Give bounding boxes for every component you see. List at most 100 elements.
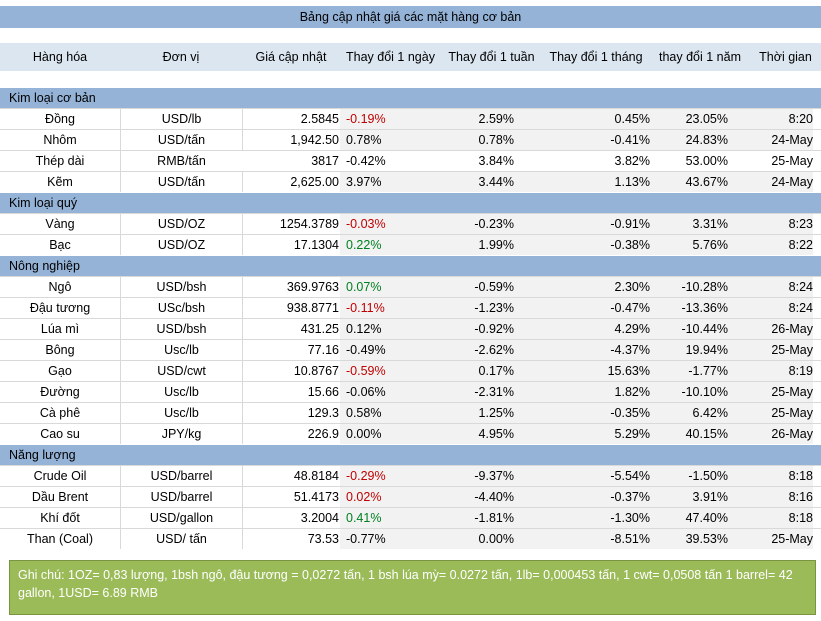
cell-change-year: -10.10% — [650, 382, 728, 402]
cell-change-day: 0.22% — [340, 235, 447, 255]
cell-change-day: -0.77% — [340, 529, 447, 549]
cell-time: 24-May — [728, 130, 813, 150]
cell-change-month: -5.54% — [514, 466, 650, 486]
cell-time: 8:23 — [728, 214, 813, 234]
cell-price: 15.66 — [307, 385, 339, 399]
table-row: Lúa mì USD/bsh 431.25 0.12% -0.92% 4.29% -10.4… — [0, 318, 821, 339]
table-row: Đường Usc/lb 15.66 -0.06% -2.31% 1.82% -10.10%… — [0, 381, 821, 402]
section-header: Năng lượng — [0, 444, 821, 465]
cell-time: 8:24 — [728, 277, 813, 297]
cell-commodity: Cao su — [40, 427, 80, 441]
cell-change-month: 15.63% — [514, 361, 650, 381]
cell-time: 25-May — [728, 529, 813, 549]
cell-price: 10.8767 — [293, 364, 339, 378]
cell-change-year: 47.40% — [650, 508, 728, 528]
cell-change-day: 0.00% — [340, 424, 447, 444]
cell-change-week: -4.40% — [441, 487, 514, 507]
cell-time: 26-May — [728, 424, 813, 444]
cell-commodity: Vàng — [45, 217, 75, 231]
cell-change-month: -0.41% — [514, 130, 650, 150]
cell-unit: USD/barrel — [120, 466, 243, 486]
cell-unit: JPY/kg — [120, 424, 243, 444]
cell-change-week: 1.25% — [441, 403, 514, 423]
cell-commodity: Nhôm — [43, 133, 77, 147]
cell-change-week: -0.23% — [441, 214, 514, 234]
column-header-row: Hàng hóa Đơn vị Giá cập nhật Thay đổi 1 … — [0, 43, 821, 71]
cell-change-week: -0.59% — [441, 277, 514, 297]
table-row: Ngô USD/bsh 369.9763 0.07% -0.59% 2.30% -10.28… — [0, 276, 821, 297]
cell-change-week: 2.59% — [441, 109, 514, 129]
table-row: Thép dài RMB/tấn 3817 -0.42% 3.84% 3.82% 53.00… — [0, 150, 821, 171]
footnote-box: Ghi chú: 1OZ= 0,83 lượng, 1bsh ngô, đậu … — [9, 560, 816, 615]
cell-price: 431.25 — [300, 322, 339, 336]
price-table: Kim loại cơ bản Đồng USD/lb 2.5845 -0.19% 2.5… — [0, 87, 821, 549]
cell-price: 2.5845 — [300, 112, 339, 126]
cell-change-year: 19.94% — [650, 340, 728, 360]
cell-unit: USD/tấn — [120, 130, 243, 150]
table-row: Cao su JPY/kg 226.9 0.00% 4.95% 5.29% 40.15% 26… — [0, 423, 821, 444]
cell-change-week: -9.37% — [441, 466, 514, 486]
cell-commodity: Bạc — [49, 238, 71, 252]
cell-change-year: 3.91% — [650, 487, 728, 507]
cell-change-year: -1.77% — [650, 361, 728, 381]
cell-commodity: Khí đốt — [40, 511, 80, 525]
cell-change-day: 0.58% — [340, 403, 447, 423]
cell-unit: USD/ tấn — [120, 529, 243, 549]
cell-commodity: Cà phê — [39, 406, 81, 420]
cell-change-week: -2.31% — [441, 382, 514, 402]
cell-change-week: 3.44% — [441, 172, 514, 192]
cell-unit: Usc/lb — [120, 382, 243, 402]
cell-change-year: -1.50% — [650, 466, 728, 486]
cell-change-year: -10.28% — [650, 277, 728, 297]
cell-price: 938.8771 — [286, 301, 339, 315]
table-row: Gạo USD/cwt 10.8767 -0.59% 0.17% 15.63% -1.77%… — [0, 360, 821, 381]
cell-time: 24-May — [728, 172, 813, 192]
cell-unit: USD/bsh — [120, 319, 243, 339]
cell-time: 8:22 — [728, 235, 813, 255]
table-row: Đồng USD/lb 2.5845 -0.19% 2.59% 0.45% 23.05% 8:… — [0, 108, 821, 129]
cell-unit: USD/OZ — [120, 214, 243, 234]
cell-change-month: -4.37% — [514, 340, 650, 360]
cell-change-day: -0.06% — [340, 382, 447, 402]
cell-time: 26-May — [728, 319, 813, 339]
cell-change-week: 0.00% — [441, 529, 514, 549]
cell-unit: RMB/tấn — [120, 151, 243, 171]
cell-change-week: -1.81% — [441, 508, 514, 528]
header-change-day: Thay đổi 1 ngày — [346, 50, 435, 64]
cell-unit: USD/barrel — [120, 487, 243, 507]
section-header: Nông nghiệp — [0, 255, 821, 276]
cell-time: 8:16 — [728, 487, 813, 507]
cell-change-year: 39.53% — [650, 529, 728, 549]
cell-time: 8:18 — [728, 466, 813, 486]
cell-unit: Usc/lb — [120, 340, 243, 360]
table-row: Dầu Brent USD/barrel 51.4173 0.02% -4.40% -0.… — [0, 486, 821, 507]
cell-price: 2,625.00 — [290, 175, 339, 189]
cell-change-month: -0.35% — [514, 403, 650, 423]
cell-change-month: 2.30% — [514, 277, 650, 297]
cell-commodity: Crude Oil — [33, 469, 87, 483]
cell-change-month: -8.51% — [514, 529, 650, 549]
cell-change-week: 1.99% — [441, 235, 514, 255]
cell-change-month: 3.82% — [514, 151, 650, 171]
cell-change-month: 1.13% — [514, 172, 650, 192]
cell-change-month: 1.82% — [514, 382, 650, 402]
cell-change-week: 0.17% — [441, 361, 514, 381]
table-row: Đậu tương USc/bsh 938.8771 -0.11% -1.23% -0.4… — [0, 297, 821, 318]
header-unit: Đơn vị — [162, 50, 200, 64]
header-commodity: Hàng hóa — [32, 50, 88, 64]
cell-time: 25-May — [728, 151, 813, 171]
cell-change-year: 6.42% — [650, 403, 728, 423]
cell-change-month: -0.37% — [514, 487, 650, 507]
header-change-week: Thay đổi 1 tuần — [448, 50, 535, 64]
header-change-month: Thay đổi 1 tháng — [549, 50, 643, 64]
cell-change-day: -0.42% — [340, 151, 447, 171]
cell-commodity: Đường — [40, 385, 80, 399]
sheet-title: Bảng cập nhật giá các mặt hàng cơ bản — [0, 6, 821, 28]
cell-change-year: -10.44% — [650, 319, 728, 339]
cell-change-day: 0.41% — [340, 508, 447, 528]
cell-price: 369.9763 — [286, 280, 339, 294]
cell-unit: USD/tấn — [120, 172, 243, 192]
cell-price: 48.8184 — [293, 469, 339, 483]
cell-time: 8:24 — [728, 298, 813, 318]
section-header: Kim loại quý — [0, 192, 821, 213]
